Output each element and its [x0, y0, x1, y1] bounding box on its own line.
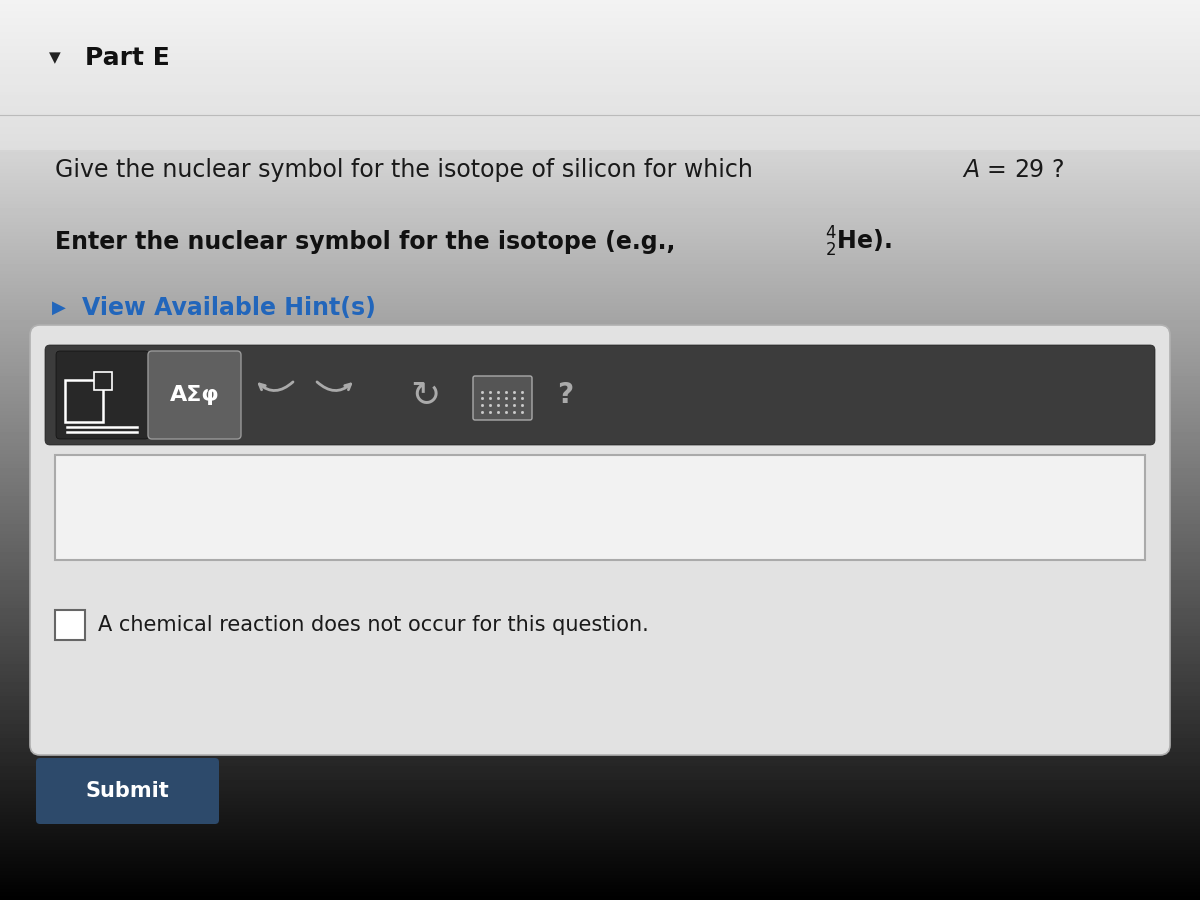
FancyBboxPatch shape: [148, 351, 241, 439]
FancyBboxPatch shape: [473, 376, 532, 420]
Bar: [55, 455, 1145, 560]
FancyBboxPatch shape: [36, 758, 220, 824]
Text: ↻: ↻: [410, 378, 440, 412]
Bar: [0, 0, 1200, 150]
Text: ?: ?: [557, 381, 574, 409]
Text: View Available Hint(s): View Available Hint(s): [82, 296, 376, 320]
Text: $A$ = 29 ?: $A$ = 29 ?: [962, 158, 1064, 182]
FancyBboxPatch shape: [30, 325, 1170, 755]
Bar: [65, 380, 103, 422]
Text: ▶: ▶: [52, 299, 66, 317]
FancyBboxPatch shape: [56, 351, 149, 439]
Text: Enter the nuclear symbol for the isotope (e.g.,: Enter the nuclear symbol for the isotope…: [55, 230, 684, 254]
Text: ΑΣφ: ΑΣφ: [169, 385, 220, 405]
Text: Submit: Submit: [85, 781, 169, 801]
Bar: [55, 610, 85, 640]
Text: $^{4}_{2}$He).: $^{4}_{2}$He).: [826, 225, 892, 259]
Text: Give the nuclear symbol for the isotope of silicon for which: Give the nuclear symbol for the isotope …: [55, 158, 761, 182]
Text: A chemical reaction does not occur for this question.: A chemical reaction does not occur for t…: [98, 615, 649, 635]
FancyBboxPatch shape: [46, 345, 1154, 445]
Text: ▼: ▼: [49, 50, 61, 66]
Text: Part E: Part E: [85, 46, 169, 70]
Bar: [94, 372, 112, 390]
